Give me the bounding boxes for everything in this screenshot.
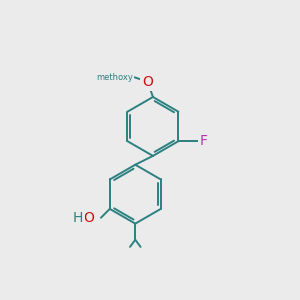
Text: F: F — [200, 134, 208, 148]
Text: O: O — [142, 75, 153, 89]
Text: H: H — [73, 211, 83, 225]
Text: methoxy: methoxy — [96, 73, 133, 82]
Text: O: O — [84, 211, 94, 225]
